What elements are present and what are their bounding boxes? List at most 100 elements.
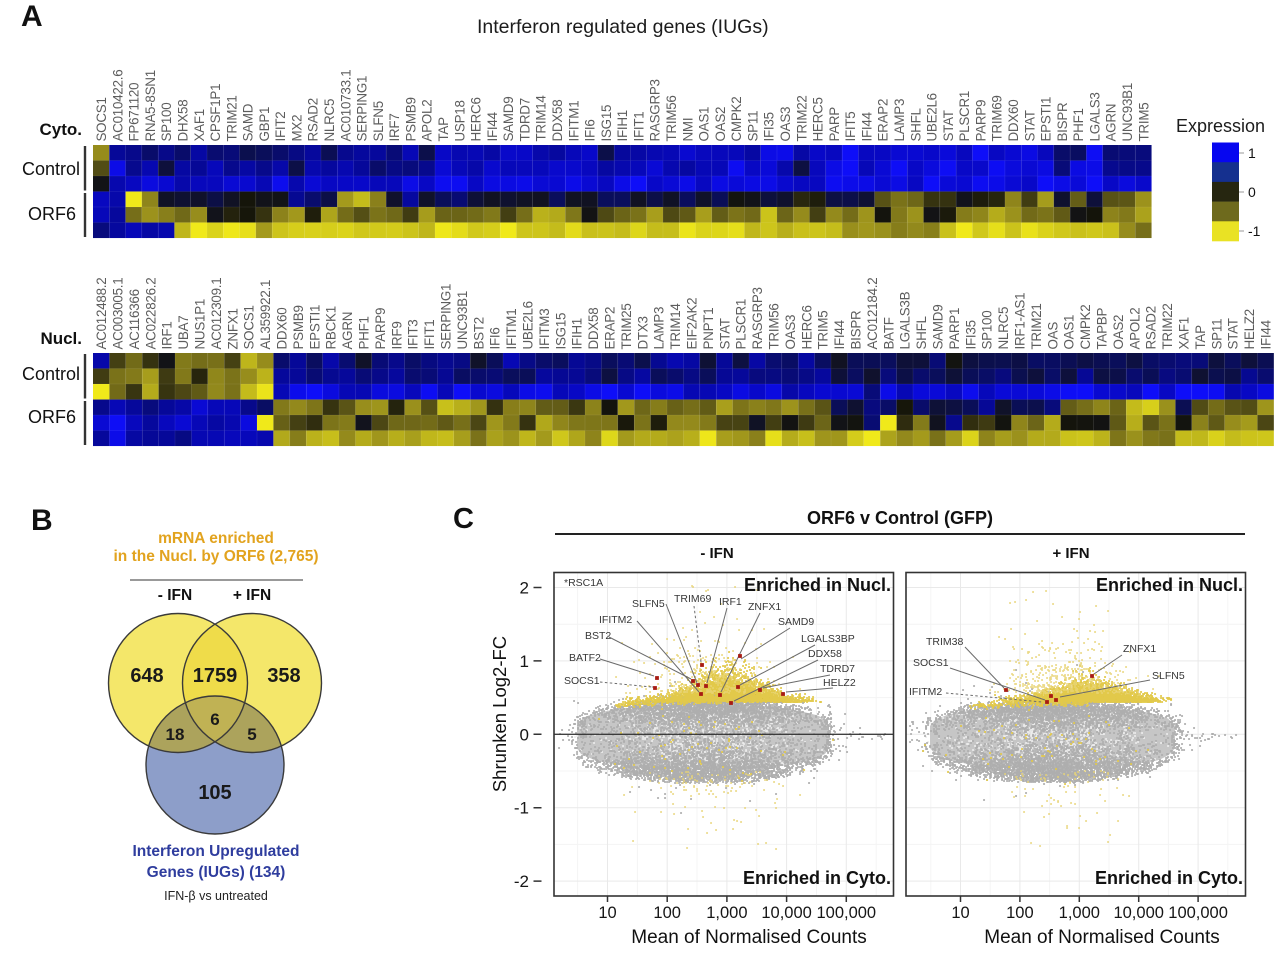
svg-text:*RSC1A: *RSC1A [564, 577, 603, 589]
svg-text:TRIM25: TRIM25 [619, 303, 634, 349]
svg-text:SLFN5: SLFN5 [1152, 670, 1185, 682]
svg-text:TAPBP: TAPBP [1095, 308, 1110, 350]
svg-text:AC003005.1: AC003005.1 [111, 278, 126, 350]
svg-text:LGALS3B: LGALS3B [898, 291, 913, 349]
svg-text:IFITM1: IFITM1 [566, 101, 581, 142]
svg-text:ERAP2: ERAP2 [876, 99, 891, 142]
svg-text:IFI44: IFI44 [859, 111, 874, 141]
svg-text:TRIM5: TRIM5 [816, 311, 831, 350]
svg-text:IFIT5: IFIT5 [843, 112, 858, 142]
svg-text:ZNFX1: ZNFX1 [225, 308, 240, 349]
svg-text:ISG15: ISG15 [553, 313, 568, 350]
svg-text:IFIT1: IFIT1 [422, 320, 437, 350]
svg-text:STAT: STAT [1022, 110, 1037, 141]
svg-text:AC010733.1: AC010733.1 [338, 70, 353, 142]
svg-text:PLSCR1: PLSCR1 [734, 299, 749, 350]
svg-text:SAMD9: SAMD9 [778, 616, 814, 628]
svg-text:OAS3: OAS3 [783, 315, 798, 350]
svg-text:LGALS3BP: LGALS3BP [801, 633, 855, 645]
svg-text:FP671120: FP671120 [127, 83, 142, 142]
svg-text:OAS2: OAS2 [1111, 315, 1126, 350]
svg-text:PLSCR1: PLSCR1 [957, 91, 972, 142]
svg-text:AC010422.6: AC010422.6 [110, 70, 125, 142]
svg-text:TRIM14: TRIM14 [534, 95, 549, 142]
svg-text:DHX58: DHX58 [175, 100, 190, 142]
svg-text:STAT: STAT [941, 110, 956, 141]
svg-text:IFIT3: IFIT3 [406, 320, 421, 350]
svg-text:IFIH1: IFIH1 [570, 318, 585, 350]
svg-text:0: 0 [520, 725, 529, 744]
svg-text:ZNFX1: ZNFX1 [1123, 643, 1156, 655]
svg-text:SP11: SP11 [1209, 319, 1224, 350]
svg-text:APOL2: APOL2 [420, 100, 435, 142]
svg-text:105: 105 [198, 782, 231, 804]
svg-text:AC012309.1: AC012309.1 [209, 278, 224, 350]
svg-text:10,000: 10,000 [1113, 904, 1163, 922]
svg-text:100: 100 [1006, 904, 1034, 922]
svg-text:-1: -1 [514, 799, 529, 818]
svg-text:SAMD9: SAMD9 [931, 305, 946, 350]
svg-text:DDX58: DDX58 [808, 648, 842, 660]
svg-text:TRIM5: TRIM5 [1136, 103, 1151, 142]
svg-text:PARP: PARP [827, 107, 842, 142]
svg-text:SOCS1: SOCS1 [242, 305, 257, 349]
svg-text:AL359922.1: AL359922.1 [258, 280, 273, 350]
svg-text:0: 0 [1248, 184, 1256, 200]
svg-text:SOCS1: SOCS1 [94, 97, 109, 141]
svg-text:EPSTI1: EPSTI1 [1039, 97, 1054, 142]
svg-text:SHFL: SHFL [914, 316, 929, 349]
svg-text:BATF2: BATF2 [569, 652, 601, 664]
svg-text:GBP1: GBP1 [257, 107, 272, 142]
svg-text:PSMB9: PSMB9 [403, 97, 418, 141]
svg-text:IFI6: IFI6 [583, 119, 598, 141]
svg-text:358: 358 [267, 665, 300, 687]
svg-text:LGALS3: LGALS3 [1087, 92, 1102, 141]
svg-text:CMPK2: CMPK2 [1078, 305, 1093, 350]
svg-text:IRF1: IRF1 [719, 596, 742, 608]
svg-text:TAP: TAP [1193, 325, 1208, 350]
svg-text:1: 1 [520, 652, 529, 671]
svg-text:PNPT1: PNPT1 [701, 308, 716, 350]
svg-text:18: 18 [166, 725, 185, 744]
svg-text:OAS1: OAS1 [1062, 315, 1077, 350]
svg-text:TRIM22: TRIM22 [794, 95, 809, 141]
svg-text:OAS1: OAS1 [697, 107, 712, 142]
svg-text:10,000: 10,000 [761, 904, 811, 922]
svg-text:IFI44: IFI44 [832, 319, 847, 349]
svg-text:EPSTI1: EPSTI1 [307, 305, 322, 350]
svg-text:IFI44: IFI44 [485, 111, 500, 141]
svg-text:NUS1P1: NUS1P1 [193, 299, 208, 350]
svg-text:OAS: OAS [1045, 322, 1060, 350]
svg-text:IFIT2: IFIT2 [273, 112, 288, 142]
svg-text:1: 1 [1248, 145, 1256, 161]
svg-text:ISG15: ISG15 [599, 105, 614, 142]
svg-text:IFI35: IFI35 [963, 320, 978, 349]
svg-text:BISPR: BISPR [1055, 102, 1070, 142]
svg-text:SOCS1: SOCS1 [913, 657, 949, 669]
svg-text:-2: -2 [514, 872, 529, 891]
svg-text:APOL2: APOL2 [1127, 308, 1142, 350]
svg-text:RSAD2: RSAD2 [1144, 306, 1159, 349]
svg-text:100,000: 100,000 [1168, 904, 1228, 922]
svg-text:SAMD9: SAMD9 [501, 97, 516, 142]
svg-text:SERPING1: SERPING1 [355, 76, 370, 142]
svg-text:TRIM56: TRIM56 [767, 303, 782, 349]
svg-text:NLRC5: NLRC5 [322, 99, 337, 142]
svg-text:-1: -1 [1248, 223, 1261, 239]
svg-text:2: 2 [520, 579, 529, 598]
svg-text:XAF1: XAF1 [1177, 317, 1192, 350]
svg-text:NLRC5: NLRC5 [996, 307, 1011, 350]
svg-text:HELZ2: HELZ2 [1242, 309, 1257, 349]
svg-text:6: 6 [210, 710, 219, 729]
svg-text:HELZ2: HELZ2 [823, 677, 856, 689]
svg-text:UNC93B1: UNC93B1 [1120, 83, 1135, 142]
svg-text:PHF1: PHF1 [1071, 108, 1086, 141]
svg-text:1,000: 1,000 [1059, 904, 1100, 922]
svg-text:TAP: TAP [436, 117, 451, 142]
svg-text:DDX58: DDX58 [586, 308, 601, 350]
svg-text:IFI6: IFI6 [488, 327, 503, 349]
svg-text:BST2: BST2 [471, 317, 486, 350]
svg-text:SHFL: SHFL [908, 108, 923, 141]
svg-text:TDRD7: TDRD7 [820, 663, 855, 675]
svg-text:SERPING1: SERPING1 [439, 284, 454, 350]
